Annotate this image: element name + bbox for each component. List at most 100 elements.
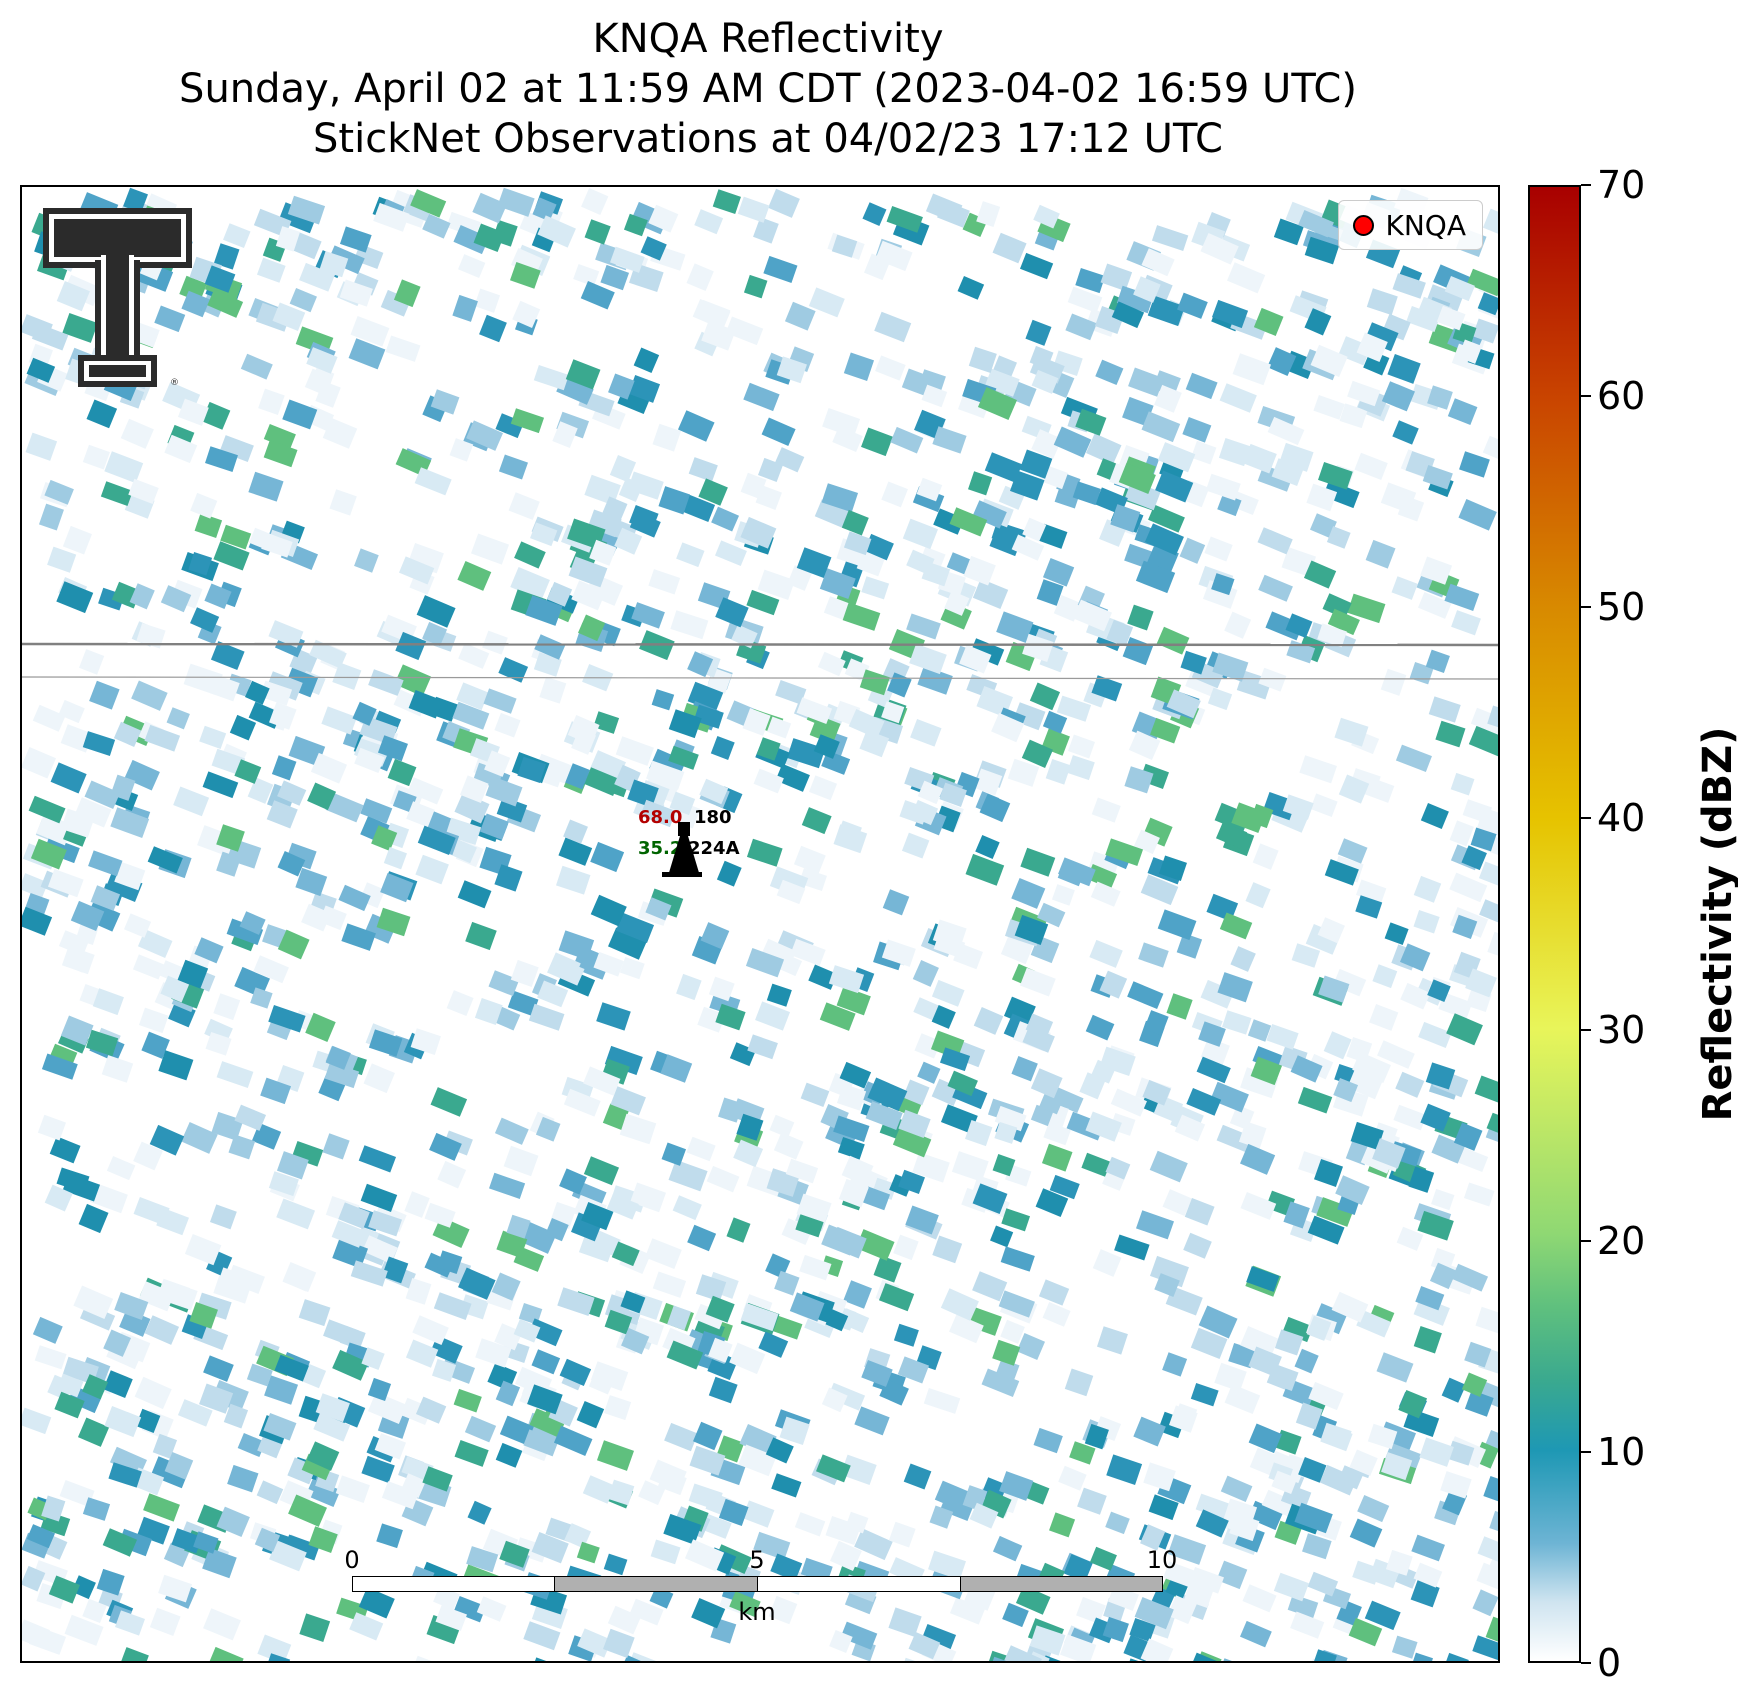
reflectivity-cell [951, 1151, 989, 1182]
reflectivity-cell [1477, 1381, 1498, 1411]
reflectivity-cell [306, 347, 338, 374]
reflectivity-cell [58, 699, 85, 724]
reflectivity-cell [1224, 611, 1252, 639]
reflectivity-cell [1413, 1562, 1443, 1588]
reflectivity-cell [1392, 420, 1419, 445]
reflectivity-cell [581, 188, 609, 215]
reflectivity-cell [822, 408, 861, 438]
reflectivity-cell [1385, 1549, 1413, 1576]
reflectivity-cell [1447, 398, 1478, 426]
reflectivity-cell [1316, 1197, 1355, 1227]
reflectivity-cell [740, 516, 777, 549]
reflectivity-cell [1155, 470, 1194, 503]
reflectivity-cell [1033, 204, 1060, 229]
colorbar-tick [1581, 1662, 1591, 1664]
radar-map[interactable]: ® KNQA 68.0 180 35.2 224A 0 5 10 km [20, 185, 1500, 1663]
reflectivity-cell [766, 716, 792, 739]
reflectivity-cell [784, 301, 816, 331]
reflectivity-cell [1200, 233, 1239, 265]
reflectivity-cell [1347, 1069, 1383, 1100]
reflectivity-cell [775, 680, 807, 705]
reflectivity-cell [1338, 774, 1370, 804]
reflectivity-cell [263, 1413, 297, 1441]
reflectivity-cell [923, 1388, 961, 1414]
reflectivity-cell [92, 988, 124, 1016]
reflectivity-cell [188, 552, 213, 576]
reflectivity-cell [1056, 695, 1092, 722]
reflectivity-cell [1444, 276, 1475, 302]
reflectivity-cell [1106, 619, 1134, 647]
reflectivity-cell [972, 578, 1009, 609]
reflectivity-cell [906, 613, 941, 640]
reflectivity-cell [213, 1275, 251, 1304]
reflectivity-cell [458, 254, 486, 278]
reflectivity-cell [862, 202, 887, 226]
reflectivity-cell [1218, 438, 1251, 467]
reflectivity-cell [962, 1485, 988, 1512]
reflectivity-cell [227, 1464, 259, 1493]
reflectivity-cell [216, 1061, 254, 1089]
reflectivity-cell [1427, 979, 1451, 1003]
reflectivity-cell [422, 213, 451, 239]
reflectivity-cell [606, 1193, 639, 1220]
reflectivity-cell [62, 1173, 101, 1202]
reflectivity-cell [202, 1547, 237, 1579]
reflectivity-cell [1166, 993, 1193, 1020]
reflectivity-cell [1157, 442, 1196, 473]
reflectivity-cell [1453, 1122, 1483, 1151]
reflectivity-cell [276, 1151, 309, 1180]
reflectivity-cell [819, 1002, 856, 1031]
reflectivity-cell [652, 1271, 687, 1298]
reflectivity-cell [1474, 1075, 1498, 1104]
reflectivity-cell [790, 938, 826, 967]
reflectivity-cell [1348, 1617, 1383, 1647]
reflectivity-cell [565, 763, 590, 790]
reflectivity-cell [1354, 452, 1388, 481]
reflectivity-cell [268, 1171, 299, 1197]
reflectivity-cell [1273, 1572, 1309, 1602]
reflectivity-cell [527, 1384, 563, 1415]
reflectivity-cell [1307, 1571, 1339, 1597]
reflectivity-cell [694, 1303, 726, 1330]
reflectivity-cell [1240, 1143, 1276, 1175]
reflectivity-cell [1016, 1333, 1045, 1360]
reflectivity-cell [644, 1238, 682, 1269]
radar-site-marker-icon [1352, 214, 1374, 236]
reflectivity-cell [1200, 979, 1235, 1009]
reflectivity-cell [41, 1053, 78, 1080]
reflectivity-cell [258, 388, 285, 416]
reflectivity-cell [1413, 875, 1442, 903]
reflectivity-cell [1068, 734, 1096, 759]
reflectivity-cell [383, 847, 407, 870]
reflectivity-cell [291, 232, 322, 260]
reflectivity-cell [1002, 1645, 1042, 1661]
reflectivity-cell [1377, 1040, 1415, 1069]
reflectivity-cell [768, 188, 800, 218]
reflectivity-cell [1030, 1068, 1063, 1099]
reflectivity-cell [578, 614, 606, 642]
reflectivity-cell [547, 952, 587, 986]
reflectivity-cell [240, 353, 273, 380]
reflectivity-cell [949, 507, 988, 537]
reflectivity-cell [177, 1399, 213, 1427]
reflectivity-cell [874, 311, 912, 343]
reflectivity-cell [358, 1145, 397, 1173]
reflectivity-cell [809, 714, 841, 744]
reflectivity-cell [360, 798, 393, 824]
reflectivity-cell [1478, 861, 1498, 888]
reflectivity-cell [1426, 284, 1464, 312]
reflectivity-cell [523, 1621, 561, 1651]
reflectivity-cell [1347, 593, 1386, 624]
reflectivity-cell [422, 1466, 453, 1492]
reflectivity-cell [697, 1006, 726, 1033]
reflectivity-cell [1472, 1635, 1498, 1661]
reflectivity-cell [1274, 1329, 1304, 1356]
scale-tick-5: 5 [749, 1546, 765, 1574]
reflectivity-cell [1035, 1188, 1069, 1218]
reflectivity-cell [494, 1117, 529, 1145]
reflectivity-cell [103, 1370, 133, 1399]
reflectivity-cell [523, 1429, 559, 1457]
reflectivity-cell [282, 399, 318, 430]
reflectivity-cell [430, 1087, 468, 1117]
reflectivity-cell [1408, 1166, 1435, 1193]
